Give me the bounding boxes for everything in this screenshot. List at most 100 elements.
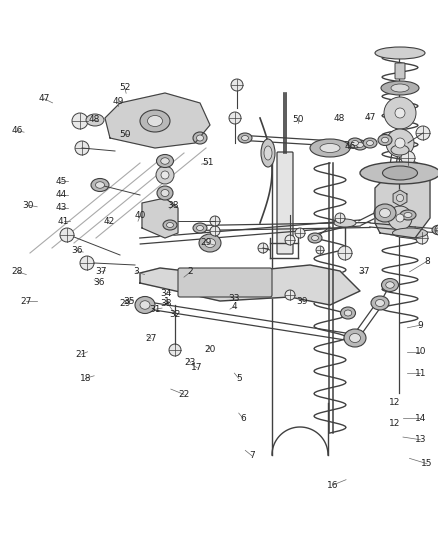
Text: 36: 36 (93, 278, 104, 287)
Text: 21: 21 (75, 350, 87, 359)
Polygon shape (140, 265, 360, 305)
FancyBboxPatch shape (395, 63, 405, 79)
Text: 47: 47 (364, 113, 376, 122)
Text: 48: 48 (334, 114, 345, 123)
Ellipse shape (91, 179, 109, 191)
Ellipse shape (391, 145, 409, 155)
Text: 10: 10 (415, 348, 426, 356)
Ellipse shape (166, 222, 173, 228)
Circle shape (229, 112, 241, 124)
Circle shape (338, 246, 352, 260)
Ellipse shape (163, 220, 177, 230)
Text: 50: 50 (119, 130, 131, 139)
Ellipse shape (382, 166, 417, 180)
Text: 22: 22 (178, 390, 190, 399)
Polygon shape (393, 190, 407, 206)
Text: 30: 30 (23, 201, 34, 209)
Ellipse shape (375, 300, 385, 306)
Text: 14: 14 (415, 414, 426, 423)
Text: 37: 37 (95, 268, 106, 276)
Text: 1: 1 (163, 297, 170, 305)
Circle shape (416, 126, 430, 140)
Circle shape (396, 195, 403, 201)
Circle shape (75, 141, 89, 155)
Text: 6: 6 (240, 414, 246, 423)
Polygon shape (142, 198, 178, 238)
Circle shape (388, 206, 412, 230)
Circle shape (60, 228, 74, 242)
Ellipse shape (95, 182, 105, 188)
Ellipse shape (334, 219, 356, 227)
Text: 33: 33 (229, 294, 240, 303)
Ellipse shape (197, 135, 204, 141)
Ellipse shape (400, 210, 416, 220)
Text: 13: 13 (415, 435, 426, 444)
Circle shape (156, 166, 174, 184)
Ellipse shape (156, 155, 173, 167)
Circle shape (169, 344, 181, 356)
Text: 50: 50 (292, 116, 304, 124)
Text: 38: 38 (161, 300, 172, 308)
Text: 35: 35 (124, 297, 135, 305)
Text: 40: 40 (134, 212, 146, 220)
Ellipse shape (148, 116, 162, 126)
Circle shape (384, 97, 416, 129)
Text: 9: 9 (417, 321, 424, 329)
Ellipse shape (241, 135, 248, 141)
FancyBboxPatch shape (178, 268, 272, 297)
Ellipse shape (436, 228, 438, 232)
Ellipse shape (161, 158, 169, 164)
Polygon shape (375, 168, 430, 238)
Circle shape (395, 108, 405, 118)
Ellipse shape (311, 236, 318, 240)
Ellipse shape (205, 238, 215, 247)
Text: 44: 44 (56, 190, 67, 199)
Circle shape (435, 225, 438, 235)
Ellipse shape (404, 213, 412, 217)
Text: 52: 52 (119, 84, 131, 92)
Text: 45: 45 (56, 177, 67, 185)
Circle shape (72, 113, 88, 129)
Ellipse shape (375, 47, 425, 59)
Ellipse shape (197, 225, 204, 230)
Ellipse shape (371, 296, 389, 310)
Ellipse shape (374, 204, 396, 222)
Text: 29: 29 (200, 238, 212, 247)
Text: 7: 7 (249, 451, 255, 460)
Ellipse shape (378, 134, 392, 146)
Ellipse shape (344, 329, 366, 347)
Text: 51: 51 (202, 158, 214, 167)
Circle shape (285, 290, 295, 300)
Text: 34: 34 (161, 289, 172, 297)
Text: 46: 46 (12, 126, 23, 135)
Ellipse shape (381, 279, 399, 292)
Circle shape (295, 228, 305, 238)
Text: 16: 16 (327, 481, 339, 489)
Text: 42: 42 (104, 217, 115, 225)
Text: 8: 8 (424, 257, 430, 265)
Text: 23: 23 (185, 358, 196, 367)
FancyBboxPatch shape (277, 152, 293, 254)
Ellipse shape (392, 228, 427, 238)
Text: 20: 20 (205, 345, 216, 353)
Text: 37: 37 (358, 268, 369, 276)
Ellipse shape (363, 138, 377, 148)
Circle shape (161, 171, 169, 179)
Text: 49: 49 (113, 97, 124, 106)
Text: 28: 28 (12, 268, 23, 276)
Ellipse shape (86, 114, 104, 126)
Circle shape (80, 256, 94, 270)
Text: 3: 3 (133, 268, 139, 276)
Text: 11: 11 (415, 369, 426, 377)
Ellipse shape (320, 143, 340, 152)
Ellipse shape (352, 141, 358, 146)
Text: 46: 46 (345, 142, 356, 151)
Text: 4: 4 (232, 302, 237, 311)
Circle shape (416, 232, 428, 244)
Circle shape (210, 226, 220, 236)
Text: 47: 47 (38, 94, 49, 103)
Text: 12: 12 (389, 419, 400, 428)
Ellipse shape (161, 190, 169, 197)
Ellipse shape (157, 186, 173, 200)
Circle shape (231, 79, 243, 91)
